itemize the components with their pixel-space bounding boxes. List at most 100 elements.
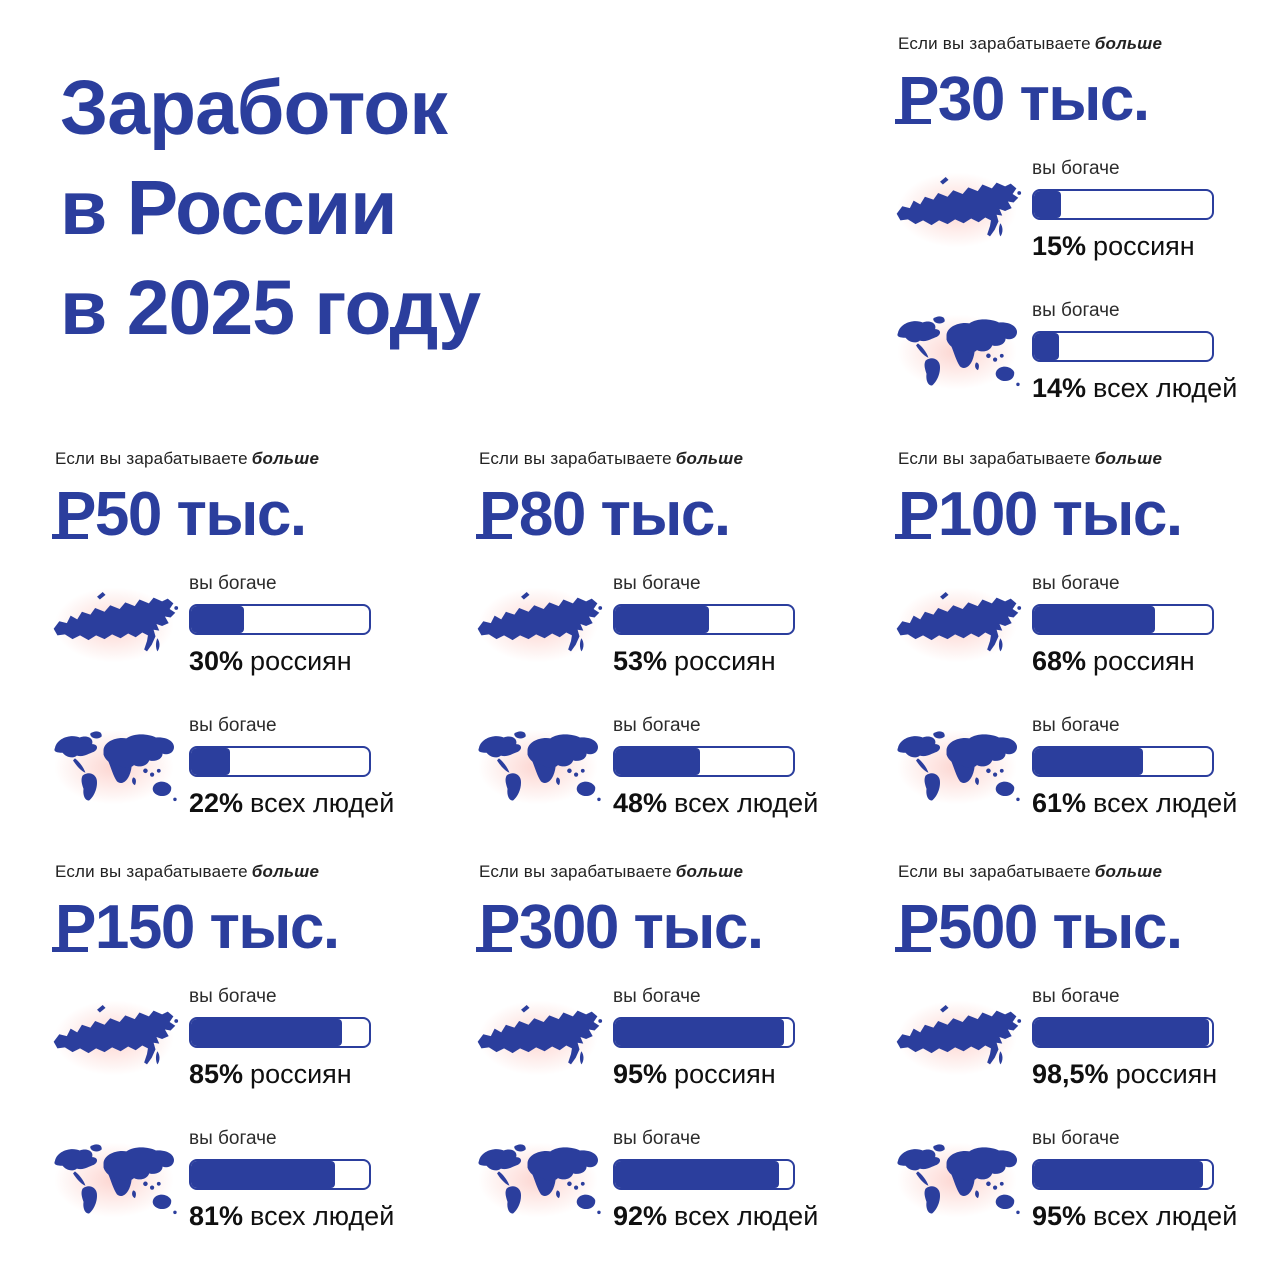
panel-50k: Если вы зарабатываете больше Р50 тыс. вы …	[31, 449, 395, 820]
panel-500k: Если вы зарабатываете больше Р500 тыс. вы…	[874, 862, 1238, 1233]
panel-80k: Если вы зарабатываете больше Р80 тыс. вы …	[455, 449, 819, 820]
progress-bar-world	[1032, 331, 1214, 363]
world-stat-row: вы богаче 22% всех людей	[31, 715, 395, 820]
ruble-sign-icon: Р	[475, 480, 520, 549]
world-stat-row: вы богаче 14% всех людей	[874, 300, 1238, 405]
percent-label: 92% всех людей	[613, 1201, 819, 1232]
percent-label: 53% россиян	[613, 646, 776, 677]
progress-bar-world	[189, 746, 371, 778]
world-map-icon	[31, 715, 197, 820]
progress-bar-world	[613, 1159, 795, 1191]
russia-map-icon	[31, 986, 197, 1091]
condition-label: Если вы зарабатываете больше	[55, 449, 320, 468]
richer-label: вы богаче	[189, 573, 277, 595]
russia-map-icon	[455, 573, 621, 678]
progress-fill	[1034, 191, 1061, 219]
richer-label: вы богаче	[613, 986, 701, 1008]
progress-fill	[615, 1019, 785, 1047]
progress-bar-russia	[613, 1017, 795, 1049]
progress-fill	[191, 748, 231, 776]
progress-fill	[615, 606, 710, 634]
richer-label: вы богаче	[189, 715, 277, 737]
richer-label: вы богаче	[1032, 986, 1120, 1008]
panel-300k: Если вы зарабатываете больше Р300 тыс. вы…	[455, 862, 819, 1233]
progress-bar-world	[189, 1159, 371, 1191]
russia-map-icon	[31, 573, 197, 678]
progress-bar-russia	[613, 604, 795, 636]
richer-label: вы богаче	[1032, 1128, 1120, 1150]
richer-label: вы богаче	[1032, 158, 1120, 180]
progress-bar-world	[1032, 746, 1214, 778]
progress-bar-russia	[1032, 189, 1214, 221]
condition-label: Если вы зарабатываете больше	[55, 862, 320, 881]
russia-stat-row: вы богаче 30% россиян	[31, 573, 395, 678]
threshold-title: Р150 тыс.	[51, 893, 340, 962]
progress-fill	[191, 606, 245, 634]
russia-stat-row: вы богаче 98,5% россиян	[874, 986, 1238, 1091]
threshold-title: Р500 тыс.	[894, 893, 1183, 962]
page-title-line: Заработок	[60, 65, 448, 151]
richer-label: вы богаче	[1032, 300, 1120, 322]
world-stat-row: вы богаче 92% всех людей	[455, 1128, 819, 1233]
world-stat-row: вы богаче 81% всех людей	[31, 1128, 395, 1233]
richer-label: вы богаче	[613, 1128, 701, 1150]
condition-label: Если вы зарабатываете больше	[898, 449, 1163, 468]
ruble-sign-icon: Р	[51, 480, 96, 549]
richer-label: вы богаче	[613, 573, 701, 595]
condition-label: Если вы зарабатываете больше	[479, 449, 744, 468]
progress-fill	[1034, 1019, 1210, 1047]
russia-map-icon	[874, 573, 1040, 678]
progress-bar-russia	[189, 1017, 371, 1049]
progress-fill	[615, 748, 701, 776]
progress-fill	[1034, 748, 1143, 776]
ruble-sign-icon: Р	[894, 480, 939, 549]
world-map-icon	[874, 300, 1040, 405]
progress-fill	[1034, 606, 1156, 634]
progress-fill	[191, 1019, 343, 1047]
percent-label: 68% россиян	[1032, 646, 1195, 677]
percent-label: 98,5% россиян	[1032, 1059, 1218, 1090]
threshold-title: Р300 тыс.	[475, 893, 764, 962]
world-map-icon	[455, 715, 621, 820]
russia-map-icon	[874, 158, 1040, 263]
world-stat-row: вы богаче 61% всех людей	[874, 715, 1238, 820]
world-map-icon	[874, 715, 1040, 820]
condition-label: Если вы зарабатываете больше	[898, 862, 1163, 881]
progress-bar-russia	[1032, 1017, 1214, 1049]
percent-label: 30% россиян	[189, 646, 352, 677]
richer-label: вы богаче	[189, 1128, 277, 1150]
page-title-line: в России	[60, 165, 398, 251]
threshold-title: Р100 тыс.	[894, 480, 1183, 549]
richer-label: вы богаче	[189, 986, 277, 1008]
progress-bar-world	[1032, 1159, 1214, 1191]
russia-map-icon	[455, 986, 621, 1091]
percent-label: 48% всех людей	[613, 788, 819, 819]
ruble-sign-icon: Р	[894, 65, 939, 134]
threshold-title: Р80 тыс.	[475, 480, 731, 549]
richer-label: вы богаче	[1032, 573, 1120, 595]
threshold-title: Р30 тыс.	[894, 65, 1150, 134]
percent-label: 81% всех людей	[189, 1201, 395, 1232]
russia-stat-row: вы богаче 68% россиян	[874, 573, 1238, 678]
progress-fill	[1034, 333, 1059, 361]
threshold-title: Р50 тыс.	[51, 480, 307, 549]
russia-map-icon	[874, 986, 1040, 1091]
progress-fill	[191, 1161, 336, 1189]
world-map-icon	[874, 1128, 1040, 1233]
page-title: Заработок в России в 2025 году	[60, 58, 481, 358]
percent-label: 14% всех людей	[1032, 373, 1238, 404]
page-title-line: в 2025 году	[60, 265, 481, 351]
richer-label: вы богаче	[613, 715, 701, 737]
progress-bar-russia	[1032, 604, 1214, 636]
panel-30k: Если вы зарабатываете больше Р30 тыс. вы …	[874, 34, 1238, 405]
world-map-icon	[455, 1128, 621, 1233]
russia-stat-row: вы богаче 53% россиян	[455, 573, 819, 678]
percent-label: 61% всех людей	[1032, 788, 1238, 819]
condition-label: Если вы зарабатываете больше	[479, 862, 744, 881]
condition-label: Если вы зарабатываете больше	[898, 34, 1163, 53]
world-map-icon	[31, 1128, 197, 1233]
world-stat-row: вы богаче 95% всех людей	[874, 1128, 1238, 1233]
world-stat-row: вы богаче 48% всех людей	[455, 715, 819, 820]
russia-stat-row: вы богаче 85% россиян	[31, 986, 395, 1091]
richer-label: вы богаче	[1032, 715, 1120, 737]
